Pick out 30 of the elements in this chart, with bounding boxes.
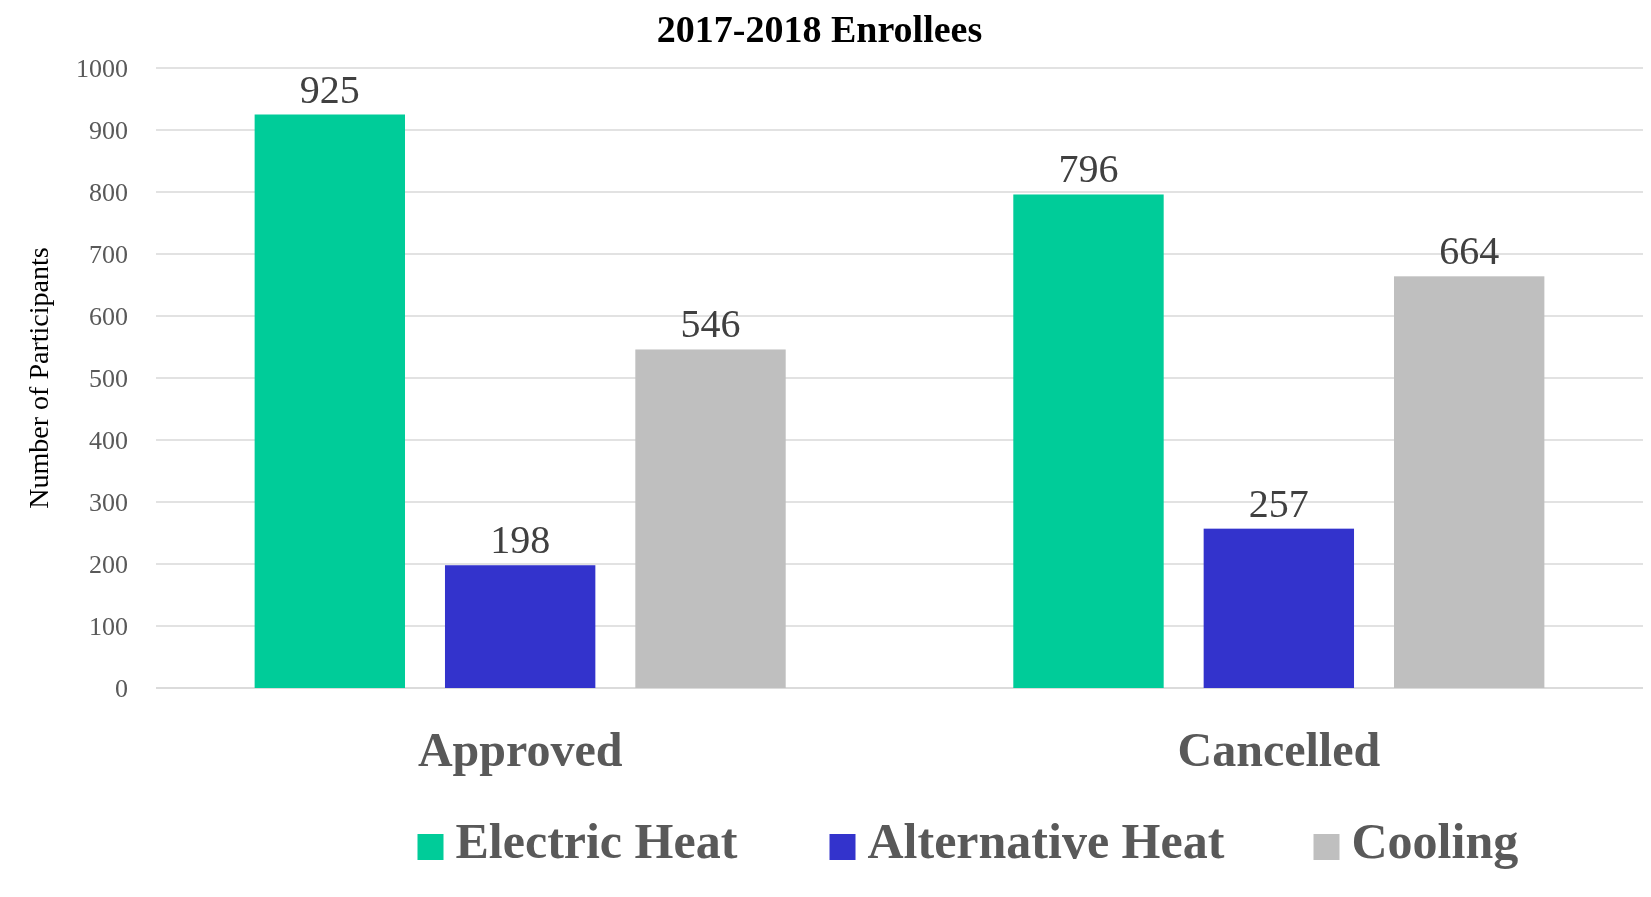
y-tick-label: 900 xyxy=(89,116,128,146)
legend-label: Electric Heat xyxy=(455,813,738,869)
bar xyxy=(1013,194,1164,688)
data-label: 546 xyxy=(680,301,741,347)
y-axis-title: Number of Participants xyxy=(23,247,54,509)
x-tick-label: Approved xyxy=(417,723,623,776)
y-tick-label: 300 xyxy=(89,488,128,518)
data-label: 664 xyxy=(1439,228,1500,274)
y-tick-label: 500 xyxy=(89,364,128,394)
bar xyxy=(444,565,596,688)
y-tick-label: 400 xyxy=(89,426,128,456)
y-tick-label: 0 xyxy=(115,674,128,704)
data-label: 925 xyxy=(299,66,360,112)
y-tick-label: 200 xyxy=(89,550,128,580)
bar xyxy=(1394,276,1545,688)
y-tick-label: 100 xyxy=(89,612,128,642)
y-tick-label: 700 xyxy=(89,240,128,270)
legend-label: Alternative Heat xyxy=(867,813,1225,869)
bar xyxy=(254,114,405,688)
legend-label: Cooling xyxy=(1351,813,1519,869)
y-tick-label: 1000 xyxy=(76,54,128,84)
bar xyxy=(1203,528,1355,688)
data-label: 796 xyxy=(1058,146,1119,192)
y-tick-label: 600 xyxy=(89,302,128,332)
data-label: 198 xyxy=(490,517,551,563)
y-tick-label: 800 xyxy=(89,178,128,208)
chart-title: 2017-2018 Enrollees xyxy=(656,8,983,50)
x-tick-label: Cancelled xyxy=(1177,723,1381,776)
data-label: 257 xyxy=(1248,480,1309,526)
bar xyxy=(635,349,786,688)
